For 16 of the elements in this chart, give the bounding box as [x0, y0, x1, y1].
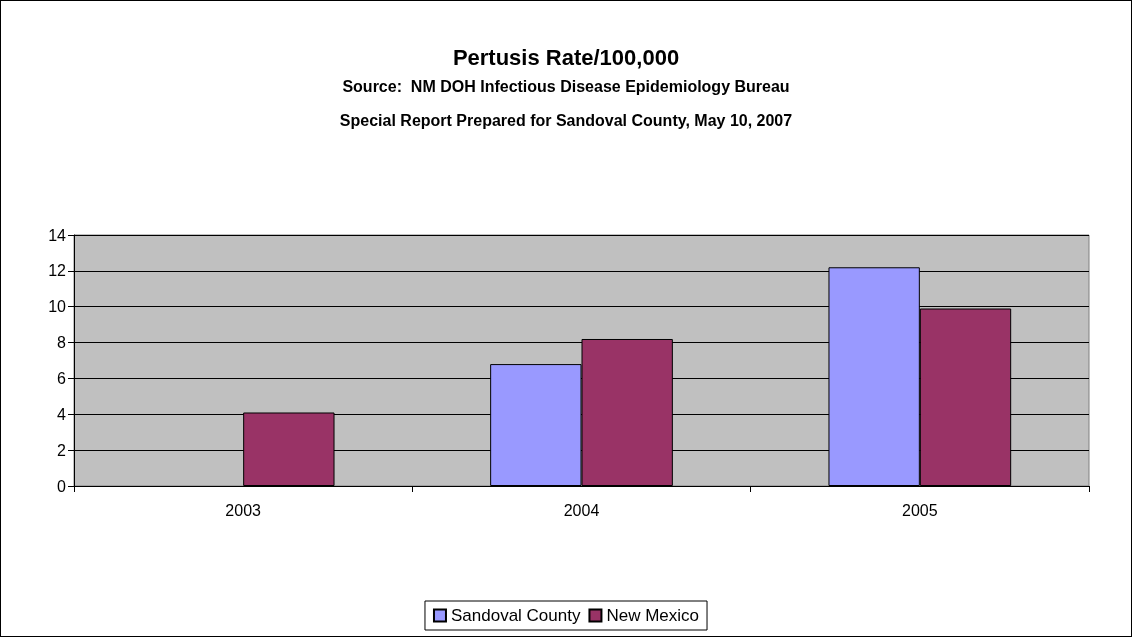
x-tick-label: 2003 [225, 501, 262, 519]
text: Special Report Prepared for Sandoval County, May 10, 2007 [339, 111, 793, 129]
y-tick-label: 10 [48, 298, 67, 316]
x-tick-label: 2004 [563, 501, 600, 519]
y-tick-label: 4 [57, 405, 67, 423]
y-tick-label: 6 [57, 369, 67, 387]
y-tick-label: 14 [48, 226, 67, 244]
y-tick-label: 12 [48, 262, 67, 280]
y-tick-label: 2 [57, 441, 67, 459]
legend-label: Sandoval County [450, 606, 581, 625]
y-tick-label: 8 [57, 334, 67, 352]
chart-subtitle: Source: NM DOH Infectious Disease Epidemiology Bureau [342, 77, 790, 95]
legend-label: New Mexico [606, 606, 700, 625]
chart-title: Pertusis Rate/100,000 [452, 44, 680, 70]
x-tick-label: 2005 [902, 501, 938, 519]
y-tick-label: 0 [57, 477, 67, 495]
